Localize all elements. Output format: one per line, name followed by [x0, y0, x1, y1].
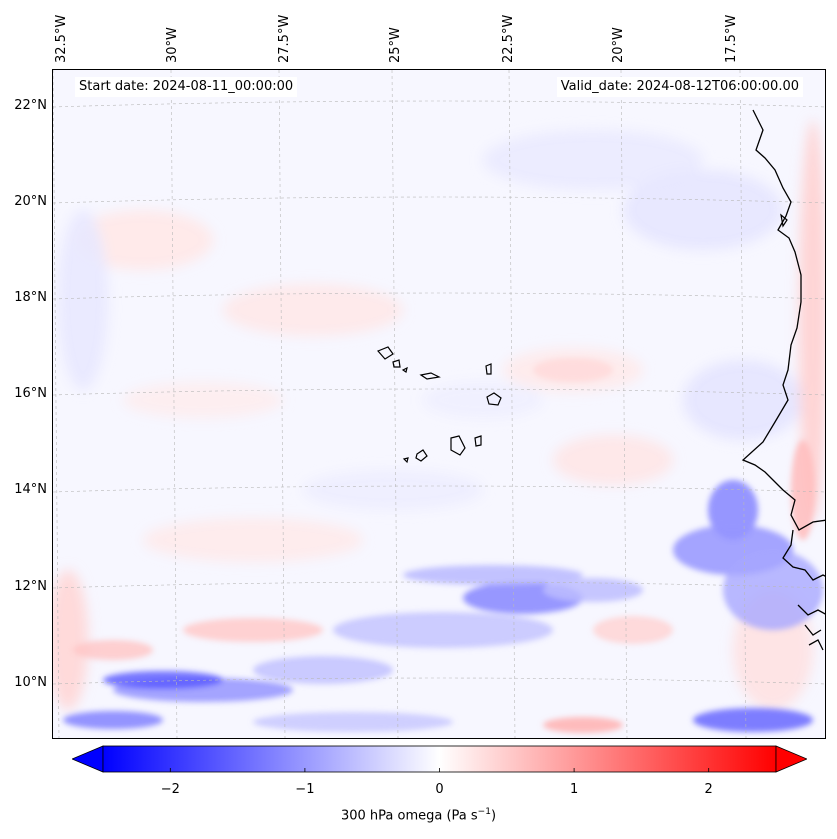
colorbar-label-exponent: −1	[477, 807, 491, 817]
parallel-gridline	[53, 196, 825, 204]
coastal-island	[780, 213, 788, 228]
latitude-label: 22°N	[14, 98, 47, 113]
omega-field	[53, 70, 825, 738]
latitude-label: 10°N	[14, 675, 47, 690]
latitude-label: 18°N	[14, 290, 47, 305]
meridian-gridline	[739, 70, 747, 738]
parallel-gridline	[53, 292, 825, 300]
african-coastline	[741, 109, 825, 531]
parallel-gridline	[53, 581, 825, 589]
latitude-label: 14°N	[14, 482, 47, 497]
colorbar-label: 300 hPa omega (Pa s−1)	[0, 807, 837, 823]
colorbar-tick-label: −1	[295, 782, 315, 797]
omega-patches-strong	[63, 358, 823, 733]
parallel-gridline	[53, 677, 825, 685]
meridian-gridline	[391, 70, 399, 738]
colorbar-tick-label: 2	[704, 782, 713, 797]
longitude-label: 17.5°W	[724, 14, 739, 63]
graticule	[53, 70, 825, 738]
map-panel: Start date: 2024-08-11_00:00:00 Valid_da…	[52, 69, 826, 739]
parallel-gridline	[53, 388, 825, 396]
parallel-gridline	[53, 100, 825, 108]
parallel-gridline	[53, 485, 825, 493]
meridian-gridline	[170, 70, 178, 738]
meridian-gridline	[508, 70, 516, 738]
colorbar-extend-max	[775, 745, 807, 773]
colorbar-tick-label: −2	[160, 782, 180, 797]
valid-date-label: Valid_date: 2024-08-12T06:00:00.00	[556, 77, 803, 97]
meridian-gridline	[620, 70, 628, 738]
longitude-label: 20°W	[611, 27, 626, 63]
colorbar-tick-label: 1	[569, 782, 579, 797]
start-date-label: Start date: 2024-08-11_00:00:00	[75, 77, 298, 97]
colorbar-tick-label: 0	[435, 782, 444, 797]
colorbar-label-end: )	[490, 808, 497, 824]
longitude-label: 30°W	[165, 27, 180, 63]
latitude-label: 16°N	[14, 386, 47, 401]
longitude-label: 25°W	[388, 27, 403, 63]
longitude-label: 22.5°W	[501, 14, 516, 63]
colorbar	[72, 745, 807, 773]
african-coastline-south	[782, 529, 825, 651]
colorbar-ticks	[169, 768, 710, 772]
colorbar-label-main: 300 hPa omega (Pa s	[340, 808, 478, 824]
meridian-gridline	[53, 70, 60, 738]
colorbar-extend-min	[72, 745, 104, 773]
longitude-label: 32.5°W	[54, 14, 69, 63]
meridian-gridline	[278, 70, 286, 738]
latitude-label: 20°N	[14, 194, 47, 209]
colorbar-body	[102, 745, 777, 773]
cape-verde-islands	[376, 346, 502, 464]
latitude-label: 12°N	[14, 579, 47, 594]
longitude-label: 27.5°W	[277, 14, 292, 63]
